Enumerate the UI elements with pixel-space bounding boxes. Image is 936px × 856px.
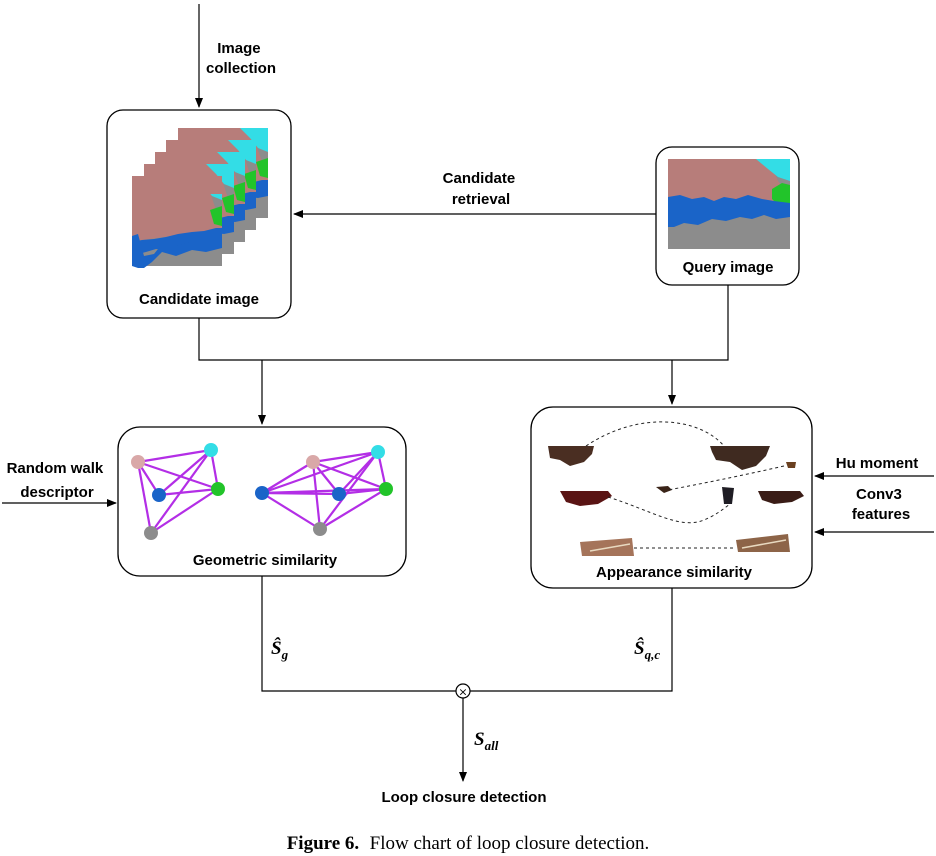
image-collection-label: Image collection xyxy=(206,40,276,77)
node-sky xyxy=(204,443,218,457)
caption-label: Figure 6. xyxy=(287,833,359,854)
image-collection-line-1: Image xyxy=(217,40,260,57)
patch-building-query xyxy=(548,446,594,466)
patch-small-query xyxy=(656,486,672,493)
candidate-retrieval-line-2: retrieval xyxy=(452,191,510,208)
node-building xyxy=(306,455,320,469)
patch-building-candidate xyxy=(710,446,770,470)
s-g-subscript: g xyxy=(281,647,289,662)
appearance-similarity-label: Appearance similarity xyxy=(596,564,753,581)
node-water xyxy=(332,487,346,501)
query-image xyxy=(668,159,790,249)
patch-road-query xyxy=(580,538,634,556)
node-building xyxy=(131,455,145,469)
random-walk-line-2: descriptor xyxy=(20,484,94,501)
s-qc-label: Ŝq,c xyxy=(634,637,660,662)
candidate-retrieval-line-1: Candidate xyxy=(443,170,516,187)
node-water xyxy=(255,486,269,500)
random-walk-label: Random walk descriptor xyxy=(7,460,108,501)
node-sky xyxy=(371,445,385,459)
graph-left xyxy=(131,443,225,540)
sg-wire xyxy=(261,576,456,692)
candidate-retrieval-label: Candidate retrieval xyxy=(443,170,520,208)
caption-text: Flow chart of loop closure detection. xyxy=(370,833,650,854)
patch-small-candidate xyxy=(786,462,796,468)
node-vegetation xyxy=(379,482,393,496)
patch-car-query xyxy=(560,491,612,506)
patch-road-candidate xyxy=(736,534,790,552)
node-road xyxy=(144,526,158,540)
s-g-label: Ŝg xyxy=(271,637,289,662)
random-walk-line-1: Random walk xyxy=(7,460,104,477)
query-image-label: Query image xyxy=(683,259,774,276)
appearance-patches xyxy=(548,446,804,556)
conv3-label: Conv3 features xyxy=(852,486,910,523)
s-all-subscript: all xyxy=(485,738,499,753)
product-symbol: × xyxy=(458,686,467,699)
node-water xyxy=(152,488,166,502)
s-qc-symbol: Ŝ xyxy=(634,637,645,659)
image-collection-line-2: collection xyxy=(206,60,276,77)
conv3-line-2: features xyxy=(852,506,910,523)
merge-wire xyxy=(198,285,729,361)
s-all-symbol: S xyxy=(474,729,485,750)
match-car xyxy=(607,496,731,524)
node-road xyxy=(313,522,327,536)
candidate-image-label: Candidate image xyxy=(139,291,259,308)
s-all-label: Sall xyxy=(474,729,499,753)
match-small xyxy=(667,465,785,491)
conv3-line-1: Conv3 xyxy=(856,486,902,503)
hu-moment-label: Hu moment xyxy=(836,455,919,472)
sqc-wire xyxy=(470,588,673,692)
patch-car-candidate xyxy=(758,491,804,504)
match-building xyxy=(585,421,725,447)
figure-caption: Figure 6. Flow chart of loop closure det… xyxy=(287,833,650,854)
geometric-similarity-label: Geometric similarity xyxy=(193,552,338,569)
candidate-image-stack xyxy=(132,128,268,268)
patch-pole xyxy=(722,487,734,504)
s-g-symbol: Ŝ xyxy=(271,637,282,659)
node-vegetation xyxy=(211,482,225,496)
graph-right xyxy=(255,445,393,536)
s-qc-subscript: q,c xyxy=(645,647,661,662)
loop-closure-label: Loop closure detection xyxy=(381,789,546,806)
